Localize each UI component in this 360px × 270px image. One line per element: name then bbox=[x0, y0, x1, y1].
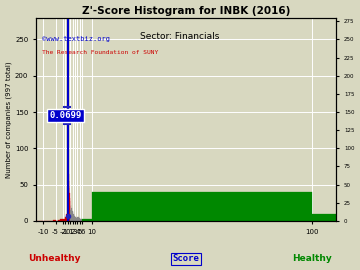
Text: The Research Foundation of SUNY: The Research Foundation of SUNY bbox=[42, 50, 158, 55]
Bar bbox=[63, 219, 65, 221]
Bar bbox=[58, 220, 60, 221]
Title: Z'-Score Histogram for INBK (2016): Z'-Score Histogram for INBK (2016) bbox=[82, 6, 290, 16]
Bar bbox=[76, 218, 77, 221]
Bar bbox=[65, 217, 67, 221]
Text: Healthy: Healthy bbox=[292, 255, 332, 264]
Bar bbox=[72, 211, 73, 221]
Bar bbox=[85, 219, 92, 221]
Bar bbox=[67, 214, 68, 221]
Bar bbox=[77, 217, 79, 221]
Bar bbox=[75, 217, 76, 221]
Y-axis label: Number of companies (997 total): Number of companies (997 total) bbox=[5, 61, 12, 178]
Bar bbox=[79, 218, 80, 221]
Bar bbox=[80, 219, 81, 221]
Text: Unhealthy: Unhealthy bbox=[28, 255, 80, 264]
Text: Sector: Financials: Sector: Financials bbox=[140, 32, 220, 41]
Text: 0.0699: 0.0699 bbox=[50, 111, 82, 120]
Bar bbox=[82, 220, 85, 221]
Bar bbox=[71, 208, 72, 221]
Bar bbox=[73, 214, 74, 221]
Bar bbox=[53, 220, 55, 221]
Bar bbox=[92, 192, 312, 221]
Bar bbox=[312, 214, 336, 221]
Bar bbox=[81, 220, 82, 221]
Text: ©www.textbiz.org: ©www.textbiz.org bbox=[42, 36, 110, 42]
Text: Score: Score bbox=[173, 255, 199, 264]
Bar bbox=[74, 215, 75, 221]
Bar bbox=[60, 220, 63, 221]
